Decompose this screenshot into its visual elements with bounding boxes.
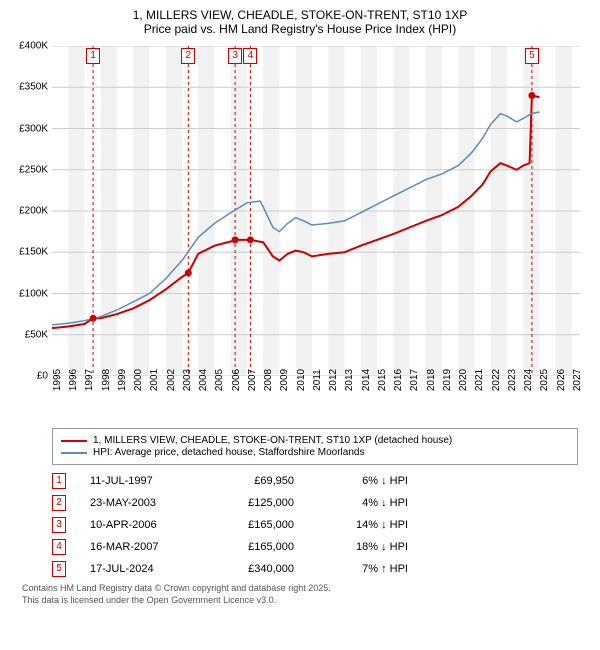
x-tick-label: 2022 (491, 369, 502, 391)
transaction-price: £165,000 (214, 519, 294, 531)
x-tick-label: 2020 (458, 369, 469, 391)
x-tick-label: 2018 (426, 369, 437, 391)
footer-line-2: This data is licensed under the Open Gov… (22, 595, 578, 607)
transaction-row: 2 23-MAY-2003 £125,000 4% ↓ HPI (52, 495, 578, 511)
legend-label: HPI: Average price, detached house, Staf… (93, 447, 364, 458)
x-tick-label: 2011 (312, 369, 323, 391)
transaction-delta: 6% ↓ HPI (318, 475, 408, 487)
transaction-date: 10-APR-2006 (90, 519, 190, 531)
x-tick-label: 2014 (361, 369, 372, 391)
x-tick-label: 2013 (344, 369, 355, 391)
x-tick-label: 2001 (149, 369, 160, 391)
transaction-row: 1 11-JUL-1997 £69,950 6% ↓ HPI (52, 473, 578, 489)
x-tick-label: 2026 (556, 369, 567, 391)
transaction-price: £165,000 (214, 541, 294, 553)
y-tick-label: £50K (25, 329, 48, 340)
sale-marker-5: 5 (525, 48, 539, 64)
y-tick-label: £250K (19, 164, 48, 175)
x-tick-label: 2017 (409, 369, 420, 391)
x-tick-label: 1999 (117, 369, 128, 391)
transaction-row: 3 10-APR-2006 £165,000 14% ↓ HPI (52, 517, 578, 533)
x-tick-label: 1995 (52, 369, 63, 391)
transaction-marker: 2 (52, 495, 66, 511)
transaction-delta: 18% ↓ HPI (318, 541, 408, 553)
x-tick-label: 2002 (166, 369, 177, 391)
plot-area: 1 2 34 5 (52, 46, 580, 376)
x-tick-label: 1997 (84, 369, 95, 391)
x-tick-label: 2016 (393, 369, 404, 391)
title-line-2: Price paid vs. HM Land Registry's House … (10, 22, 590, 36)
transaction-table: 1 11-JUL-1997 £69,950 6% ↓ HPI 2 23-MAY-2003 £… (52, 473, 578, 577)
transaction-price: £125,000 (214, 497, 294, 509)
x-tick-label: 1996 (68, 369, 79, 391)
y-tick-label: £100K (19, 288, 48, 299)
transaction-date: 11-JUL-1997 (90, 475, 190, 487)
transaction-row: 4 16-MAR-2007 £165,000 18% ↓ HPI (52, 539, 578, 555)
transaction-marker: 1 (52, 473, 66, 489)
legend-item: HPI: Average price, detached house, Staf… (61, 447, 569, 458)
x-tick-label: 2000 (133, 369, 144, 391)
x-axis: 1995199619971998199920002001200220032004… (52, 378, 580, 422)
legend-swatch (61, 452, 87, 454)
transaction-row: 5 17-JUL-2024 £340,000 7% ↑ HPI (52, 561, 578, 577)
transaction-delta: 14% ↓ HPI (318, 519, 408, 531)
x-tick-label: 2006 (231, 369, 242, 391)
transaction-date: 16-MAR-2007 (90, 541, 190, 553)
y-tick-label: £0 (37, 371, 48, 382)
x-tick-label: 2025 (539, 369, 550, 391)
y-tick-label: £400K (19, 41, 48, 52)
footer-line-1: Contains HM Land Registry data © Crown c… (22, 583, 578, 595)
x-tick-label: 1998 (101, 369, 112, 391)
transaction-marker: 3 (52, 517, 66, 533)
y-tick-label: £350K (19, 82, 48, 93)
transaction-price: £340,000 (214, 563, 294, 575)
legend-swatch (61, 440, 87, 442)
chart-title: 1, MILLERS VIEW, CHEADLE, STOKE-ON-TRENT… (10, 8, 590, 36)
x-tick-label: 2007 (247, 369, 258, 391)
transaction-date: 23-MAY-2003 (90, 497, 190, 509)
x-tick-label: 2024 (523, 369, 534, 391)
y-axis: £0£50K£100K£150K£200K£250K£300K£350K£400… (10, 46, 50, 376)
y-tick-label: £200K (19, 206, 48, 217)
x-tick-label: 2005 (214, 369, 225, 391)
sale-marker-4: 4 (243, 48, 257, 64)
sale-marker-2: 2 (181, 48, 195, 64)
x-tick-label: 2023 (507, 369, 518, 391)
plot-svg (52, 46, 580, 376)
legend-item: 1, MILLERS VIEW, CHEADLE, STOKE-ON-TRENT… (61, 435, 569, 446)
legend-label: 1, MILLERS VIEW, CHEADLE, STOKE-ON-TRENT… (93, 435, 452, 446)
transaction-marker: 4 (52, 539, 66, 555)
sale-marker-1: 1 (86, 48, 100, 64)
x-tick-label: 2027 (572, 369, 583, 391)
footer-attribution: Contains HM Land Registry data © Crown c… (22, 583, 578, 606)
chart-area: £0 £50K £100K £150K £200K £250K £300K £350K £400… (10, 42, 590, 422)
x-tick-label: 2008 (263, 369, 274, 391)
x-tick-label: 2021 (474, 369, 485, 391)
transaction-marker: 5 (52, 561, 66, 577)
x-tick-label: 2009 (279, 369, 290, 391)
title-line-1: 1, MILLERS VIEW, CHEADLE, STOKE-ON-TRENT… (10, 8, 590, 22)
legend-box: 1, MILLERS VIEW, CHEADLE, STOKE-ON-TRENT… (52, 428, 578, 465)
x-tick-label: 2004 (198, 369, 209, 391)
x-tick-label: 2012 (328, 369, 339, 391)
x-tick-label: 2003 (182, 369, 193, 391)
x-tick-label: 2010 (296, 369, 307, 391)
transaction-date: 17-JUL-2024 (90, 563, 190, 575)
y-tick-label: £300K (19, 123, 48, 134)
sale-marker-3: 3 (228, 48, 242, 64)
transaction-price: £69,950 (214, 475, 294, 487)
page-root: 1, MILLERS VIEW, CHEADLE, STOKE-ON-TRENT… (0, 0, 600, 650)
x-tick-label: 2015 (377, 369, 388, 391)
transaction-delta: 7% ↑ HPI (318, 563, 408, 575)
y-tick-label: £150K (19, 247, 48, 258)
x-tick-label: 2019 (442, 369, 453, 391)
transaction-delta: 4% ↓ HPI (318, 497, 408, 509)
